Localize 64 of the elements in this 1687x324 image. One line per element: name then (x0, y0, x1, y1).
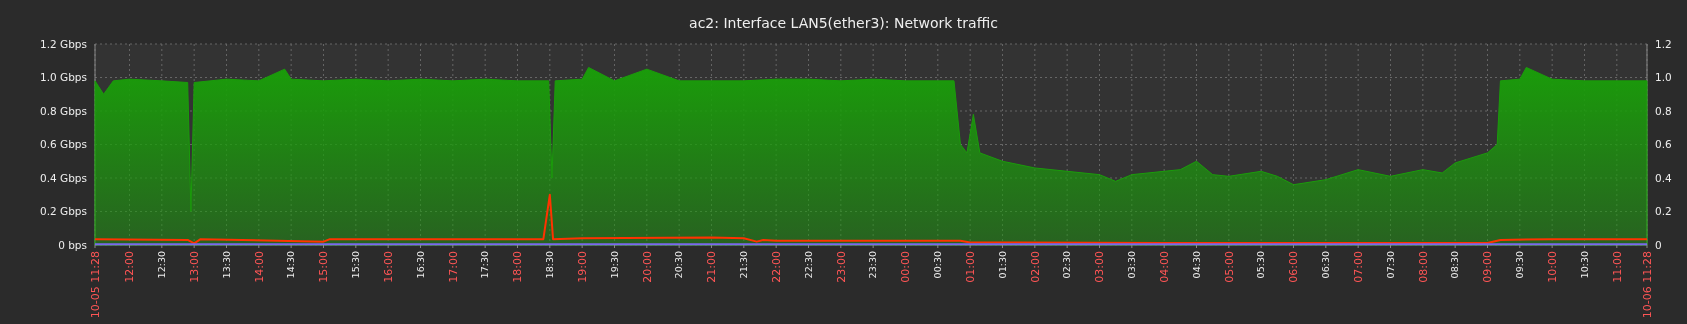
x-tick-label: 08:30 (1449, 251, 1461, 279)
y2-tick-label: 0.4 (1655, 171, 1673, 184)
y2-tick-label: 1.0 (1655, 71, 1672, 84)
x-tick-label: 23:30 (867, 251, 879, 279)
x-tick-label: 10-06 11:28 (1640, 251, 1654, 319)
x-tick-label: 01:00 (964, 251, 978, 283)
x-tick-label: 18:30 (544, 251, 556, 279)
x-tick-label: 10:30 (1578, 251, 1590, 279)
x-tick-label: 23:00 (834, 251, 848, 283)
y-tick-label: 0.6 Gbps (40, 138, 87, 151)
x-tick-label: 07:00 (1352, 251, 1366, 283)
x-tick-label: 02:00 (1028, 251, 1042, 283)
x-tick-label: 13:00 (188, 251, 202, 283)
x-tick-label: 01:30 (996, 251, 1008, 279)
x-tick-label: 14:30 (285, 251, 297, 279)
x-tick-label: 00:30 (932, 251, 944, 279)
x-tick-label: 19:00 (576, 251, 590, 283)
y-tick-label: 0.8 Gbps (40, 104, 87, 117)
y2-tick-label: 0 (1655, 238, 1662, 251)
x-tick-label: 20:30 (673, 251, 685, 279)
x-tick-label: 21:30 (738, 251, 750, 279)
x-tick-label: 02:30 (1061, 251, 1073, 279)
x-tick-label: 13:30 (220, 251, 232, 279)
x-tick-label: 11:00 (1610, 251, 1624, 283)
x-tick-label: 04:00 (1158, 251, 1172, 283)
x-tick-label: 19:30 (608, 251, 620, 279)
x-tick-label: 16:00 (382, 251, 396, 283)
x-tick-label: 12:30 (156, 251, 168, 279)
x-tick-label: 22:00 (770, 251, 784, 283)
x-tick-label: 10:00 (1546, 251, 1560, 283)
x-tick-label: 14:00 (252, 251, 266, 283)
x-tick-label: 22:30 (802, 251, 814, 279)
y2-tick-label: 0.8 (1655, 104, 1672, 117)
x-tick-label: 10-05 11:28 (88, 251, 102, 319)
x-tick-label: 04:30 (1190, 251, 1202, 279)
x-tick-label: 12:00 (123, 251, 137, 283)
x-tick-label: 05:30 (1255, 251, 1267, 279)
x-tick-label: 20:00 (640, 251, 654, 283)
x-tick-label: 07:30 (1384, 251, 1396, 279)
x-tick-label: 09:00 (1481, 251, 1495, 283)
x-tick-label: 00:00 (899, 251, 913, 283)
x-tick-label: 09:30 (1514, 251, 1526, 279)
x-tick-label: 03:00 (1093, 251, 1107, 283)
x-tick-label: 03:30 (1126, 251, 1138, 279)
x-tick-label: 08:00 (1416, 251, 1430, 283)
y-tick-label: 1.0 Gbps (40, 71, 87, 84)
y2-tick-label: 0.6 (1655, 138, 1673, 151)
chart-title: ac2: Interface LAN5(ether3): Network traffic (689, 15, 998, 31)
y-tick-label: 1.2 Gbps (40, 37, 87, 50)
x-tick-label: 16:30 (414, 251, 426, 279)
y-tick-label: 0.2 Gbps (40, 205, 87, 218)
x-tick-label: 18:00 (511, 251, 525, 283)
x-tick-label: 21:00 (705, 251, 719, 283)
y2-tick-label: 0.2 (1655, 205, 1672, 218)
x-tick-label: 17:30 (479, 251, 491, 279)
x-tick-label: 15:00 (317, 251, 331, 283)
x-tick-label: 17:00 (446, 251, 460, 283)
x-tick-label: 05:00 (1222, 251, 1236, 283)
y-tick-label: 0 bps (58, 238, 87, 251)
x-tick-label: 06:30 (1320, 251, 1332, 279)
x-tick-label: 06:00 (1287, 251, 1301, 283)
x-tick-label: 15:30 (350, 251, 362, 279)
y-tick-label: 0.4 Gbps (40, 171, 87, 184)
y2-tick-label: 1.2 (1655, 37, 1672, 50)
